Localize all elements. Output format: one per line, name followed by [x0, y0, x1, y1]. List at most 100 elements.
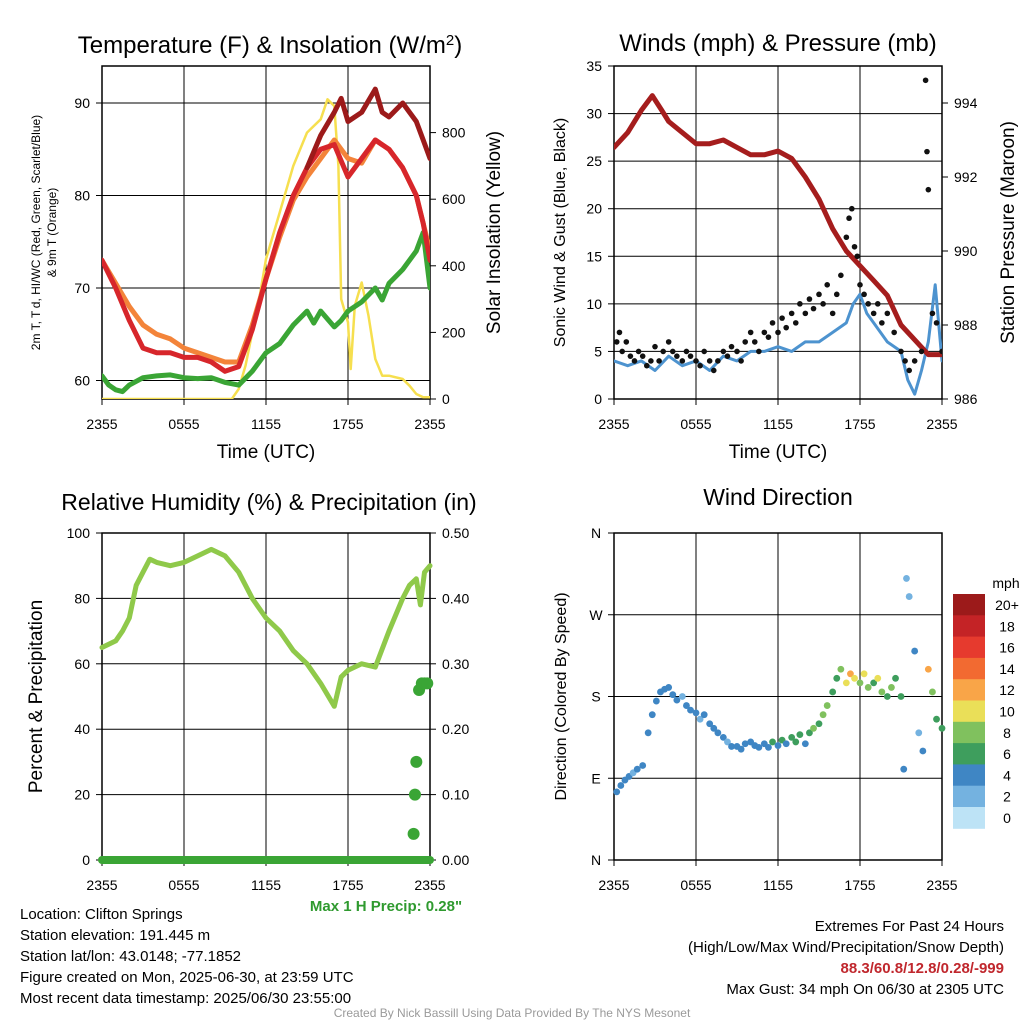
direction-point	[706, 720, 714, 728]
x-axis-label: Time (UTC)	[217, 442, 316, 463]
y-axis-label-text: Percent & Precipitation	[26, 600, 47, 793]
legend-swatch	[953, 657, 985, 680]
point-gust	[874, 301, 881, 307]
direction-point	[919, 747, 927, 755]
point-precip	[407, 827, 420, 840]
direction-point	[692, 709, 700, 717]
legend-label: 10	[999, 704, 1015, 720]
y-tick-label: 40	[74, 721, 90, 737]
point-gust	[652, 343, 658, 350]
y-axis-label: Sonic Wind & Gust (Blue, Black)	[552, 118, 569, 347]
legend-label: 16	[999, 640, 1015, 656]
y2-tick-label: 986	[954, 391, 978, 407]
x-tick-label: 2355	[414, 877, 445, 893]
x-tick-label: 2355	[598, 416, 629, 432]
legend-swatch	[953, 743, 985, 765]
point-gust	[925, 186, 932, 193]
direction-point	[870, 679, 878, 687]
max-precip-text: Max 1 H Precip: 0.28"	[310, 898, 462, 915]
point-gust	[879, 320, 885, 326]
point-gust	[627, 353, 634, 359]
direction-point	[874, 674, 882, 682]
direction-point	[806, 729, 813, 737]
extremes-description: (High/Low/Max Wind/Precipitation/Snow De…	[688, 939, 1004, 956]
point-gust	[751, 339, 758, 345]
plot-frame	[613, 532, 943, 861]
y2-axis-label: Solar Insolation (Yellow)	[484, 131, 505, 334]
direction-point	[737, 745, 745, 753]
x-tick-label: 0555	[168, 416, 199, 432]
point-gust	[679, 358, 686, 364]
point-gust	[792, 320, 799, 326]
point-gust	[761, 329, 768, 336]
direction-point	[724, 738, 731, 746]
x-tick-label: 2355	[926, 877, 957, 893]
point-gust	[816, 291, 822, 298]
direction-point	[903, 575, 910, 582]
y-tick-label: 0	[82, 852, 90, 868]
point-gust	[710, 367, 717, 374]
chart-title: Relative Humidity (%) & Precipitation (i…	[61, 489, 476, 515]
direction-point	[847, 670, 854, 678]
point-gust	[929, 310, 936, 317]
legend-swatch	[953, 700, 985, 723]
direction-point	[769, 738, 776, 746]
legend-swatch	[953, 615, 985, 638]
station-info: Location: Clifton Springs Station elevat…	[20, 904, 354, 1009]
point-gust	[623, 339, 630, 345]
point-gust	[939, 348, 942, 355]
direction-point	[933, 715, 940, 723]
direction-point	[801, 740, 809, 748]
point-gust	[728, 343, 735, 350]
y-tick-label: 5	[594, 343, 602, 359]
series-group	[98, 546, 434, 864]
created-text: Figure created on Mon, 2025-06-30, at 23…	[20, 969, 354, 986]
direction-point	[924, 665, 932, 673]
chart-winds: 2355 0555 1155 1755 2355 0 5 10 15 20 25 30 35 986 988…	[552, 30, 1019, 463]
credit-text: Created By Nick Bassill Using Data Provi…	[333, 1006, 691, 1020]
point-gust	[906, 367, 912, 374]
x-tick-label: 1755	[844, 877, 875, 893]
y2-tick-label: 992	[954, 169, 978, 185]
direction-point	[639, 762, 647, 769]
point-gust	[715, 358, 721, 364]
legend-swatch	[953, 785, 985, 808]
plot-frame	[101, 65, 431, 400]
direction-point	[829, 688, 837, 696]
point-gust	[693, 358, 699, 364]
series-pressure	[614, 93, 942, 358]
point-gust	[765, 334, 772, 340]
legend-swatch	[953, 636, 985, 659]
point-gust	[846, 215, 852, 222]
legend-swatch	[953, 764, 985, 787]
point-gust	[870, 310, 877, 317]
y-axis-label: Direction (Colored By Speed)	[553, 592, 570, 800]
y-tick-label: E	[591, 770, 600, 786]
x-tick-label: 2355	[414, 416, 445, 432]
y-tick-label: 80	[74, 590, 90, 606]
direction-point	[810, 724, 817, 732]
point-gust	[857, 282, 863, 288]
direction-point	[678, 693, 686, 700]
direction-point	[796, 731, 804, 739]
point-gust	[648, 358, 654, 364]
direction-point	[888, 684, 895, 691]
series-group	[102, 86, 430, 399]
direction-point	[633, 765, 641, 773]
direction-point	[897, 693, 905, 700]
direction-point	[719, 733, 727, 741]
point-gust	[644, 362, 650, 369]
point-gust	[683, 348, 690, 355]
point-gust	[720, 348, 727, 355]
point-precip	[421, 677, 434, 690]
point-gust	[820, 301, 826, 307]
direction-point	[878, 688, 886, 696]
y-tick-label: N	[591, 525, 601, 541]
legend-swatch	[953, 679, 985, 701]
chart-title: Wind Direction	[703, 484, 853, 510]
direction-point	[823, 702, 831, 709]
y-tick-label: 20	[74, 787, 90, 803]
point-gust	[616, 329, 623, 336]
chart-temperature: 2355 0555 1155 1755 2355 60 70 80 90 0 200 400 600 80…	[29, 32, 505, 464]
point-gust	[619, 348, 625, 355]
